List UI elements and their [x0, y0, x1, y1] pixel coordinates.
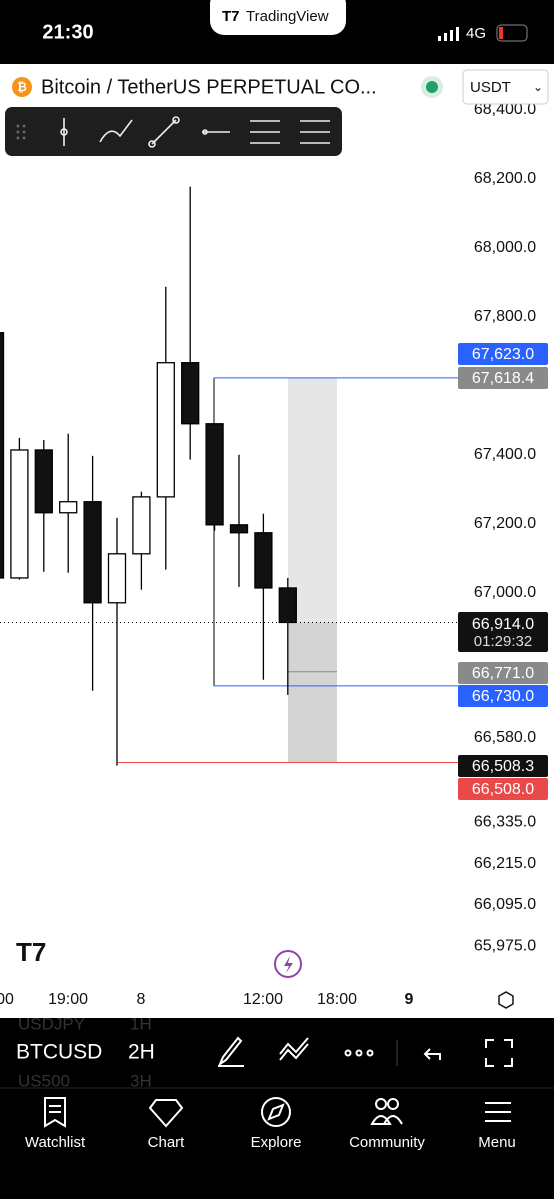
- price-label: 66,771.0: [472, 665, 534, 682]
- tab-icons: [44, 1097, 511, 1128]
- tab-label[interactable]: Community: [349, 1134, 425, 1151]
- tab-label[interactable]: Watchlist: [25, 1134, 86, 1151]
- currency-select[interactable]: [462, 69, 549, 105]
- price-label: 66,508.0: [472, 781, 534, 798]
- x-tick-label: 12:00: [243, 991, 283, 1008]
- app-name: TradingView: [246, 8, 329, 25]
- flash-icon[interactable]: [274, 950, 302, 978]
- candle-body: [229, 524, 249, 534]
- price-label-box: [458, 343, 548, 365]
- bottom-bar: [0, 1018, 554, 1199]
- symbol[interactable]: BTCUSD: [16, 1041, 102, 1064]
- tab-label[interactable]: Chart: [148, 1134, 186, 1151]
- x-tick-label: 9: [405, 991, 414, 1008]
- header: [0, 64, 460, 108]
- price-label-box: [458, 755, 548, 777]
- y-tick-label: 65,975.0: [474, 938, 536, 955]
- app-pill[interactable]: [210, 0, 346, 35]
- app-logo: T7: [222, 8, 240, 25]
- candle-body: [59, 501, 78, 514]
- range-shade-lower: [288, 622, 337, 763]
- drawing-tools[interactable]: [60, 116, 330, 148]
- currency: USDT: [470, 79, 511, 96]
- status-dot: [426, 81, 438, 93]
- tv-logo: T7: [16, 937, 46, 967]
- y-tick-label: 68,400.0: [474, 101, 536, 118]
- candle-body: [254, 532, 273, 589]
- price-label: 66,914.0: [472, 616, 534, 633]
- x-tick-label: 19:00: [48, 991, 88, 1008]
- toolbar-icons[interactable]: [217, 1036, 513, 1067]
- candle-body: [278, 587, 297, 624]
- price-label-box: [458, 778, 548, 800]
- x-tick-label: 18:00: [317, 991, 357, 1008]
- y-tick-label: 67,800.0: [474, 308, 536, 325]
- candle-body: [205, 423, 224, 526]
- y-tick-label: 68,000.0: [474, 239, 536, 256]
- y-tick-label: 67,000.0: [474, 584, 536, 601]
- y-tick-label: 66,215.0: [474, 855, 536, 872]
- candle-body: [156, 362, 175, 498]
- price-label: 66,508.3: [472, 758, 534, 775]
- x-tick-label: 8: [137, 991, 146, 1008]
- candle-body: [10, 449, 29, 579]
- network: 4G: [466, 25, 486, 42]
- y-tick-label: 66,580.0: [474, 729, 536, 746]
- ghost-symbol: USDJPY: [18, 1014, 85, 1033]
- chart-bg: [0, 64, 554, 1018]
- candle-body: [181, 362, 200, 425]
- candle-body: [34, 449, 53, 514]
- y-tick-label: 66,095.0: [474, 896, 536, 913]
- btc-icon: [12, 77, 32, 97]
- candle-body: [0, 332, 5, 579]
- price-label-box: [458, 685, 548, 707]
- candle-body: [132, 496, 151, 555]
- ghost-interval: 3H: [130, 1071, 152, 1090]
- price-label-box: [458, 367, 548, 389]
- countdown: 01:29:32: [474, 633, 532, 650]
- tab-label[interactable]: Explore: [251, 1134, 302, 1151]
- chevron: ⌄: [533, 80, 543, 94]
- battery-level: [499, 27, 503, 39]
- clock: 21:30: [42, 21, 93, 43]
- y-tick-label: 67,400.0: [474, 446, 536, 463]
- tabs: Watchlist Chart Explore Community Menu: [25, 1134, 516, 1151]
- y-tick-label: 66,335.0: [474, 813, 536, 830]
- price-label: 67,618.4: [472, 370, 534, 387]
- price-label: 67,623.0: [472, 346, 534, 363]
- candle-body: [107, 553, 127, 604]
- interval[interactable]: 2H: [128, 1041, 155, 1064]
- symbol-title[interactable]: Bitcoin / TetherUS PERPETUAL CO...: [41, 76, 377, 98]
- chart: 68,400.0 68,200.0 68,000.0 67,800.0 67,400.0…: [0, 101, 548, 1008]
- ghost-interval: 1H: [130, 1014, 152, 1033]
- y-tick-label: 68,200.0: [474, 170, 536, 187]
- candle-body: [83, 501, 102, 604]
- flash-glyph: [284, 956, 293, 973]
- price-label: 66,730.0: [472, 688, 534, 705]
- signal: [438, 27, 459, 41]
- battery: [496, 24, 528, 42]
- price-label-box: [458, 612, 548, 652]
- tab-label[interactable]: Menu: [478, 1134, 516, 1151]
- ghost-symbol: US500: [18, 1071, 70, 1090]
- price-label-box: [458, 662, 548, 684]
- drawing-toolbar: [5, 107, 342, 156]
- btc-glyph: ₿: [17, 80, 27, 94]
- y-tick-label: 67,200.0: [474, 515, 536, 532]
- x-tick-label: 00: [0, 991, 14, 1008]
- drag-handle: [16, 124, 26, 140]
- settings-icon[interactable]: [498, 991, 514, 1009]
